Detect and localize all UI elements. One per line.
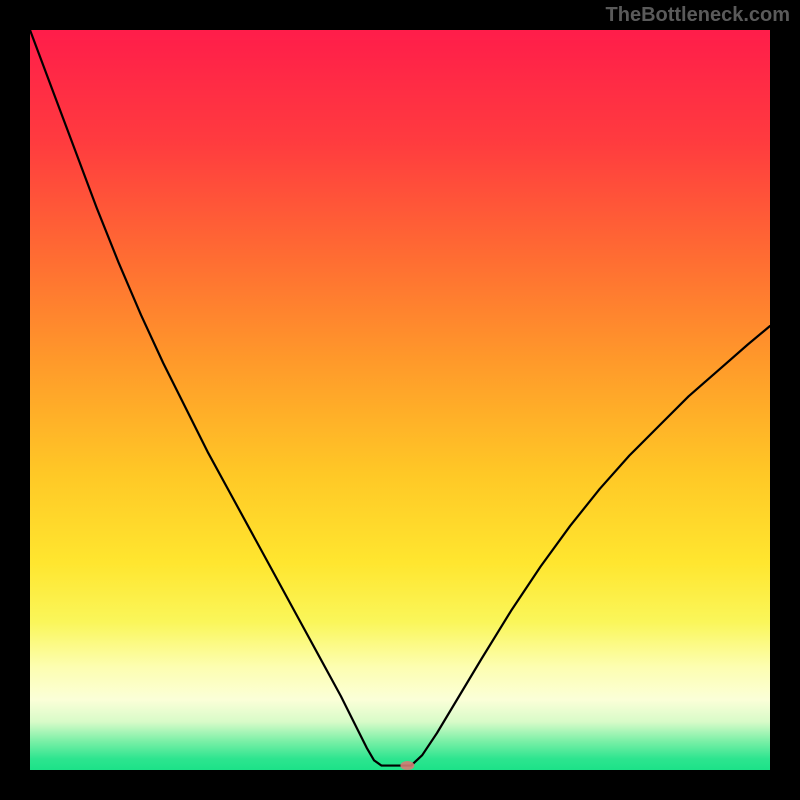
watermark-text: TheBottleneck.com: [606, 4, 790, 27]
chart-container: { "watermark": { "text": "TheBottleneck.…: [0, 0, 800, 800]
bottleneck-chart: [0, 0, 800, 800]
plot-background: [30, 30, 770, 770]
optimum-marker: [400, 761, 414, 770]
